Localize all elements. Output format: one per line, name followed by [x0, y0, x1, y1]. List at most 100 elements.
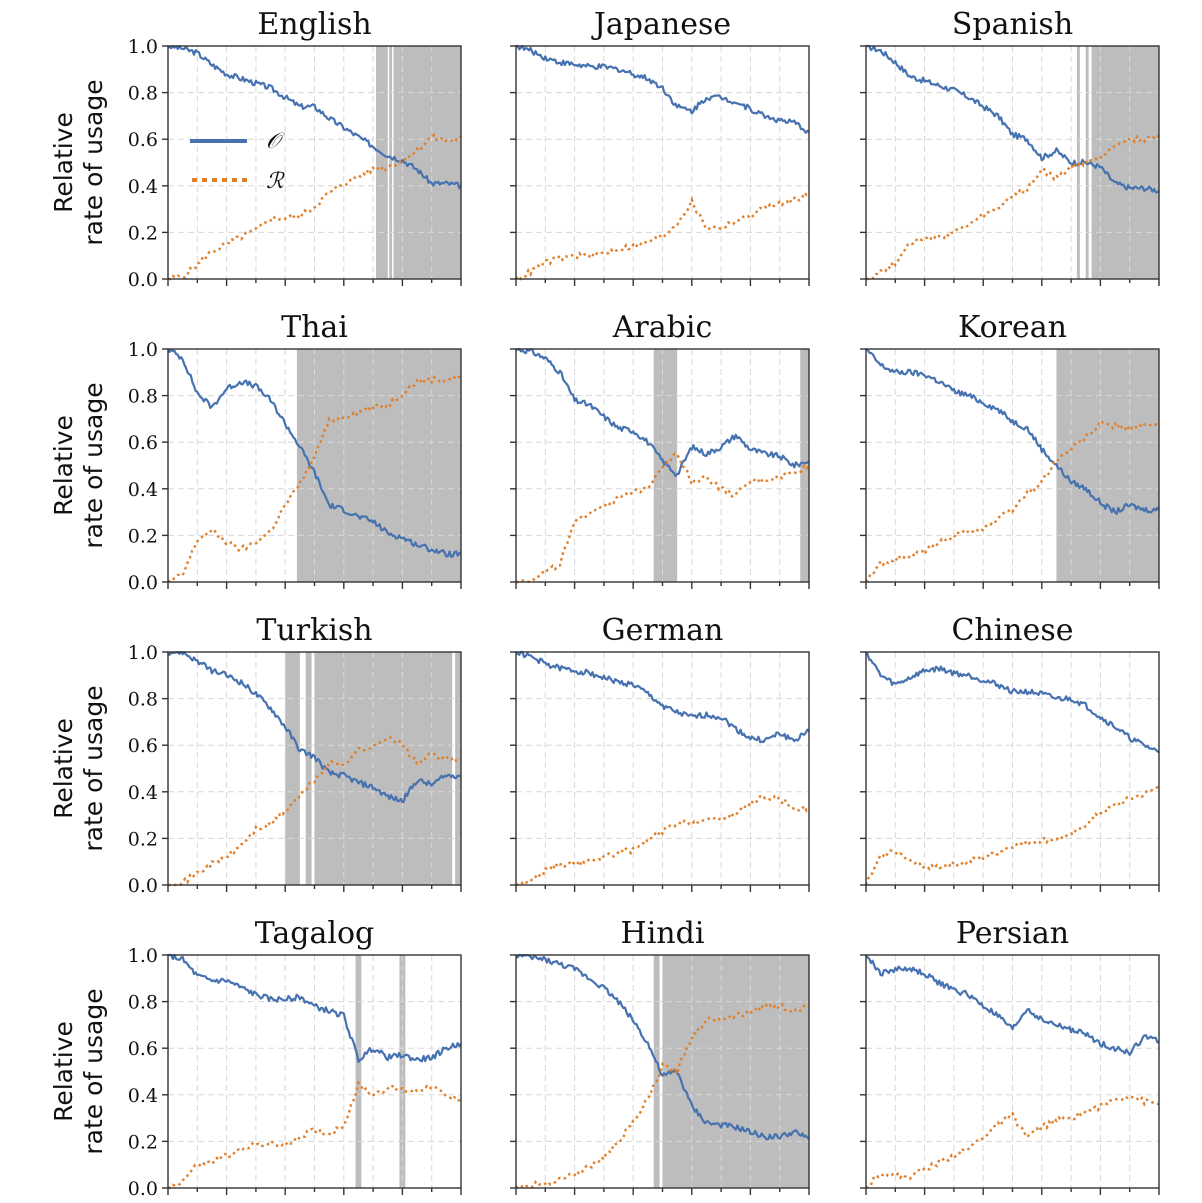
legend: 𝒪ℛ [190, 129, 285, 194]
series-R-line [168, 133, 462, 281]
y-tick-label: 0.6 [128, 735, 158, 757]
series-R-line [515, 1001, 810, 1190]
series-O-line [167, 348, 462, 558]
y-axis-label: rate of usage [79, 79, 108, 245]
y-tick-label: 0.0 [128, 269, 158, 291]
shaded-region [296, 349, 461, 582]
shaded-region [665, 955, 809, 1188]
shaded-region [800, 349, 809, 582]
panel-title: Chinese [951, 613, 1073, 648]
panel-chinese: Chinese [860, 613, 1160, 892]
y-tick-label: 0.6 [128, 1038, 158, 1060]
shaded-region [355, 955, 362, 1188]
y-axis-label: rate of usage [79, 685, 108, 851]
series-O-line [865, 954, 1160, 1057]
shaded-region [1091, 46, 1159, 279]
shaded-region [399, 955, 406, 1188]
panel-japanese: Japanese [510, 7, 810, 286]
series-O-line [516, 44, 810, 134]
panel-persian: Persian [860, 916, 1160, 1195]
series-R-line [864, 419, 1160, 583]
legend-R-label: ℛ [266, 169, 285, 194]
legend-O-label: 𝒪 [266, 129, 285, 154]
panel-tagalog: Tagalog 0.0 0.2 0.4 0.6 0.8 1.0 Relative rate of… [49, 916, 462, 1200]
panel-korean: Korean [860, 310, 1160, 589]
y-tick-label: 0.2 [128, 525, 158, 547]
panel-title: German [602, 613, 724, 648]
panel-spanish: Spanish [860, 7, 1160, 286]
panel-title: Thai [281, 310, 348, 345]
y-tick-label: 0.2 [128, 1131, 158, 1153]
y-tick-label: 0.0 [128, 875, 158, 897]
panel-turkish: Turkish 0.0 0.2 0.4 0.6 0.8 1.0 Relative rate of… [49, 613, 462, 897]
y-tick-label: 0.4 [128, 1085, 158, 1107]
series-O-line [167, 44, 462, 190]
y-tick-label: 0.8 [128, 386, 158, 408]
series-R-line [167, 375, 462, 583]
panel-title: Hindi [621, 916, 705, 951]
y-tick-label: 0.6 [128, 432, 158, 454]
panel-title: English [257, 7, 371, 42]
shaded-region [1076, 46, 1080, 279]
panel-title: Arabic [612, 310, 713, 345]
y-axis-label: rate of usage [79, 382, 108, 548]
series-R-line [515, 793, 810, 887]
y-axis-label: rate of usage [79, 988, 108, 1154]
panel-arabic: Arabic [510, 310, 810, 589]
panel-title: Japanese [591, 7, 731, 42]
shaded-region [285, 652, 300, 885]
shaded-region [653, 349, 678, 582]
shaded-region [455, 652, 461, 885]
series-R-line [167, 1080, 462, 1190]
y-tick-label: 1.0 [128, 339, 158, 361]
panel-title: Tagalog [255, 916, 375, 951]
y-axis-label: Relative [49, 1021, 78, 1122]
series-R-line [516, 452, 810, 584]
panel-german: German [510, 613, 810, 892]
y-tick-label: 0.8 [128, 83, 158, 105]
panel-english: English 0.0 0.2 0.4 0.6 0.8 1.0 Relative rate of… [49, 7, 462, 291]
panel-thai: Thai 0.0 0.2 0.4 0.6 0.8 1.0 Relative rate of us… [49, 310, 462, 594]
y-tick-label: 1.0 [128, 642, 158, 664]
y-tick-label: 0.0 [128, 572, 158, 594]
y-tick-label: 0.0 [128, 1178, 158, 1200]
y-tick-label: 0.2 [128, 222, 158, 244]
y-axis-label: Relative [49, 718, 78, 819]
shaded-region [314, 652, 453, 885]
shaded-region [376, 46, 388, 279]
y-tick-label: 0.4 [128, 782, 158, 804]
shaded-region [389, 46, 393, 279]
panel-title: Turkish [256, 613, 372, 648]
series-O-line [168, 953, 462, 1064]
y-axis-label: Relative [49, 415, 78, 516]
series-O-line [865, 651, 1160, 754]
shaded-region [653, 955, 660, 1188]
panel-title: Korean [958, 310, 1067, 345]
y-tick-label: 0.4 [128, 479, 158, 501]
y-tick-label: 0.6 [128, 129, 158, 151]
series-R-line [864, 785, 1160, 886]
y-tick-label: 1.0 [128, 36, 158, 58]
shaded-region [1056, 349, 1159, 582]
y-tick-label: 0.2 [128, 828, 158, 850]
y-tick-label: 1.0 [128, 945, 158, 967]
panel-title: Spanish [952, 7, 1073, 42]
panel-hindi: Hindi [510, 916, 810, 1195]
y-tick-label: 0.8 [128, 689, 158, 711]
series-R-line [168, 735, 462, 887]
y-tick-label: 0.8 [128, 992, 158, 1014]
panel-title: Persian [956, 916, 1069, 951]
series-O-line [515, 650, 810, 744]
series-O-line [865, 347, 1160, 516]
series-O-line [515, 347, 810, 478]
y-tick-label: 0.4 [128, 176, 158, 198]
shaded-region [305, 652, 312, 885]
series-O-line [515, 953, 810, 1141]
series-O-line [167, 650, 462, 804]
shaded-region [662, 955, 666, 1188]
y-axis-label: Relative [49, 112, 78, 213]
series-R-line [865, 1094, 1160, 1190]
series-O-line [866, 44, 1160, 194]
series-R-line [515, 190, 810, 281]
